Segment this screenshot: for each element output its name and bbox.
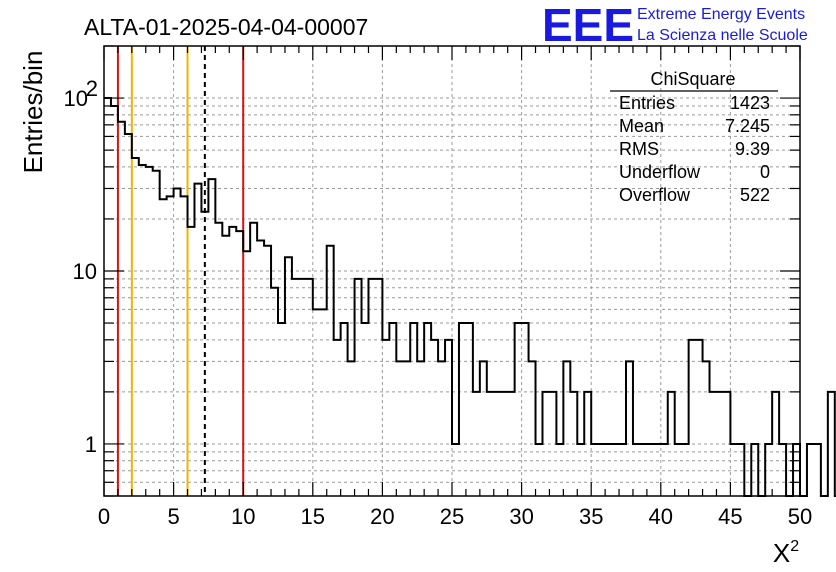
stats-value: 7.245 [725, 116, 770, 136]
stats-label: Entries [619, 93, 675, 113]
stats-label: RMS [619, 139, 659, 159]
stats-value: 1423 [730, 93, 770, 113]
x-tick-label: 30 [509, 504, 533, 529]
x-tick-label: 45 [718, 504, 742, 529]
stats-label: Mean [619, 116, 664, 136]
y-tick-label: 10 [64, 86, 88, 111]
stats-value: 9.39 [735, 139, 770, 159]
x-tick-label: 25 [440, 504, 464, 529]
axis-ticks [103, 45, 801, 497]
x-tick-label: 50 [788, 504, 812, 529]
x-tick-label: 10 [231, 504, 255, 529]
logo-line1: Extreme Energy Events [637, 6, 805, 23]
stats-label: Underflow [619, 162, 701, 182]
logo-line2: La Scienza nelle Scuole [637, 27, 808, 44]
y-axis-title: Entries/bin [18, 51, 48, 174]
x-tick-label: 40 [649, 504, 673, 529]
x-axis-title-sup: 2 [790, 538, 799, 555]
x-tick-label: 0 [98, 504, 110, 529]
histogram-path [104, 97, 836, 497]
x-tick-labels: 0 5 10 15 20 25 30 35 40 45 50 [98, 504, 812, 529]
x-tick-label: 35 [579, 504, 603, 529]
eee-logo: EEE Extreme Energy Events La Scienza nel… [542, 0, 808, 51]
stats-label: Overflow [619, 185, 691, 205]
x-tick-label: 15 [301, 504, 325, 529]
chart-title: ALTA-01-2025-04-04-00007 [84, 14, 368, 40]
stats-title: ChiSquare [650, 69, 735, 89]
x-axis-title: X2 [773, 538, 799, 568]
y-tick-label: 10 [73, 259, 97, 284]
stats-value: 522 [740, 185, 770, 205]
y-tick-label: 1 [85, 432, 97, 457]
x-tick-label: 20 [370, 504, 394, 529]
stats-box: ChiSquare Entries 1423 Mean 7.245 RMS 9.39 Und… [610, 69, 778, 205]
x-tick-label: 5 [167, 504, 179, 529]
y-tick-label-exponent: 2 [86, 76, 98, 101]
logo-mark: EEE [542, 0, 634, 51]
stats-value: 0 [760, 162, 770, 182]
